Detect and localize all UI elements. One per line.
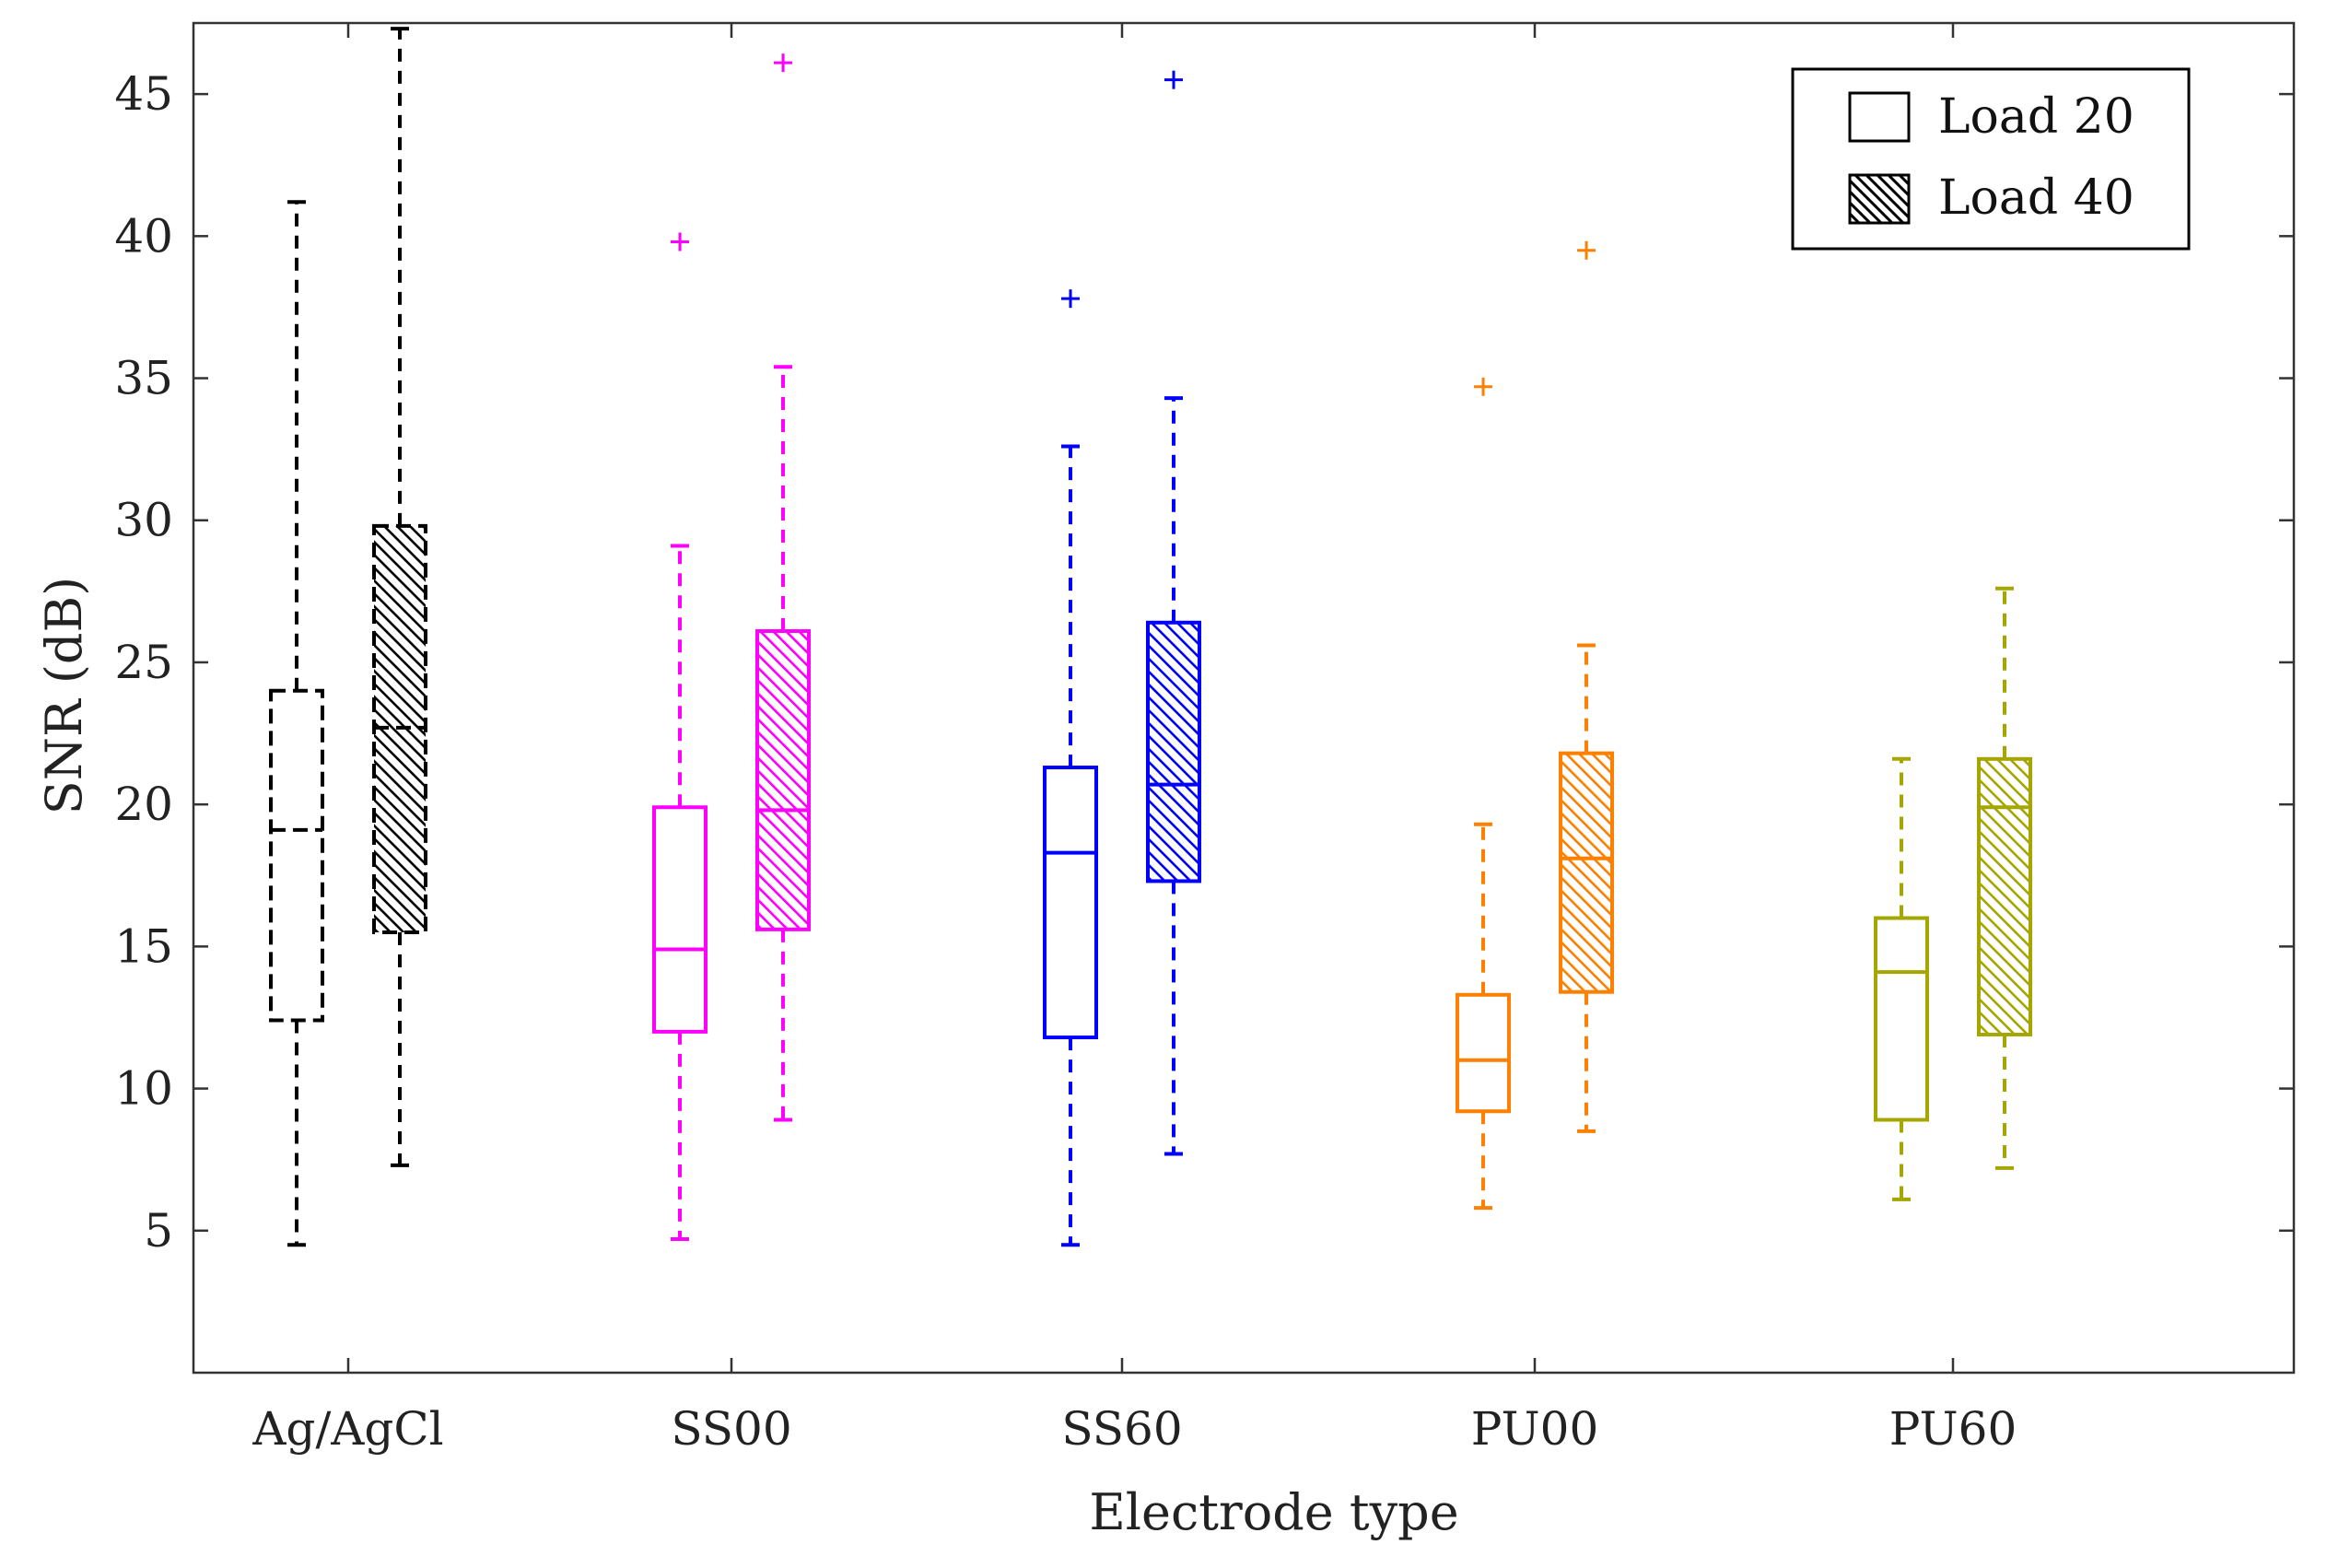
outlier-marker bbox=[1061, 289, 1080, 309]
box-iqr bbox=[1043, 766, 1098, 1040]
x-tick-label: SS60 bbox=[1061, 1402, 1182, 1456]
x-axis: Ag/AgCl SS00 SS60 PU00 PU60 bbox=[251, 23, 2017, 1456]
plot-area-border bbox=[192, 21, 2296, 1375]
box-iqr bbox=[1559, 751, 1614, 994]
x-tick-label: SS00 bbox=[671, 1402, 791, 1456]
legend-label-load-20: Load 20 bbox=[1938, 89, 2134, 145]
outlier-marker bbox=[1164, 70, 1183, 89]
box-load-20 bbox=[269, 200, 324, 1247]
outlier-marker bbox=[1577, 240, 1596, 260]
y-axis-title: SNR (dB) bbox=[35, 577, 93, 814]
box-group-ag-agcl bbox=[269, 27, 427, 1247]
y-tick-label: 15 bbox=[114, 919, 173, 973]
y-tick-label: 45 bbox=[114, 67, 173, 121]
box-group-pu00 bbox=[1456, 240, 1614, 1211]
y-tick-label: 10 bbox=[114, 1062, 173, 1116]
box-load-20 bbox=[1043, 289, 1098, 1247]
box-iqr bbox=[1456, 992, 1511, 1114]
legend-swatch-load-20 bbox=[1848, 91, 1911, 143]
box-load-40 bbox=[1146, 70, 1201, 1156]
legend: Load 20 Load 40 bbox=[1791, 67, 2191, 251]
box-iqr bbox=[652, 805, 707, 1034]
box-iqr bbox=[1874, 916, 1929, 1122]
x-axis-title: Electrode type bbox=[1089, 1483, 1458, 1541]
legend-label-load-40: Load 40 bbox=[1938, 170, 2134, 226]
box-group-pu60 bbox=[1874, 586, 2032, 1201]
box-load-40 bbox=[1559, 240, 1614, 1133]
box-group-ss60 bbox=[1043, 70, 1201, 1247]
box-iqr bbox=[755, 629, 811, 931]
y-tick-label: 30 bbox=[114, 494, 173, 547]
y-tick-label: 5 bbox=[144, 1204, 173, 1258]
plot-frame bbox=[192, 21, 2296, 1375]
box-load-20 bbox=[1456, 377, 1511, 1211]
box-load-40 bbox=[372, 27, 427, 1167]
y-tick-label: 40 bbox=[114, 209, 173, 263]
box-iqr bbox=[269, 688, 324, 1023]
outlier-marker bbox=[1474, 377, 1492, 396]
y-axis: 5 10 15 20 25 30 35 40 45 bbox=[114, 67, 2294, 1258]
box-load-20 bbox=[652, 232, 707, 1242]
y-tick-label: 25 bbox=[114, 636, 173, 689]
x-tick-label: PU60 bbox=[1889, 1402, 2017, 1456]
box-groups bbox=[269, 27, 2032, 1247]
x-tick-label: PU00 bbox=[1471, 1402, 1599, 1456]
legend-swatch-load-40 bbox=[1848, 173, 1911, 225]
outlier-marker bbox=[774, 53, 792, 73]
box-load-40 bbox=[755, 53, 811, 1122]
box-load-40 bbox=[1977, 586, 2032, 1170]
x-tick-label: Ag/AgCl bbox=[251, 1402, 443, 1456]
box-group-ss00 bbox=[652, 53, 811, 1242]
box-load-20 bbox=[1874, 756, 1929, 1201]
box-iqr bbox=[1146, 620, 1201, 883]
y-tick-label: 20 bbox=[114, 778, 173, 831]
y-tick-label: 35 bbox=[114, 352, 173, 405]
box-iqr bbox=[1977, 756, 2032, 1036]
outlier-marker bbox=[671, 232, 689, 252]
